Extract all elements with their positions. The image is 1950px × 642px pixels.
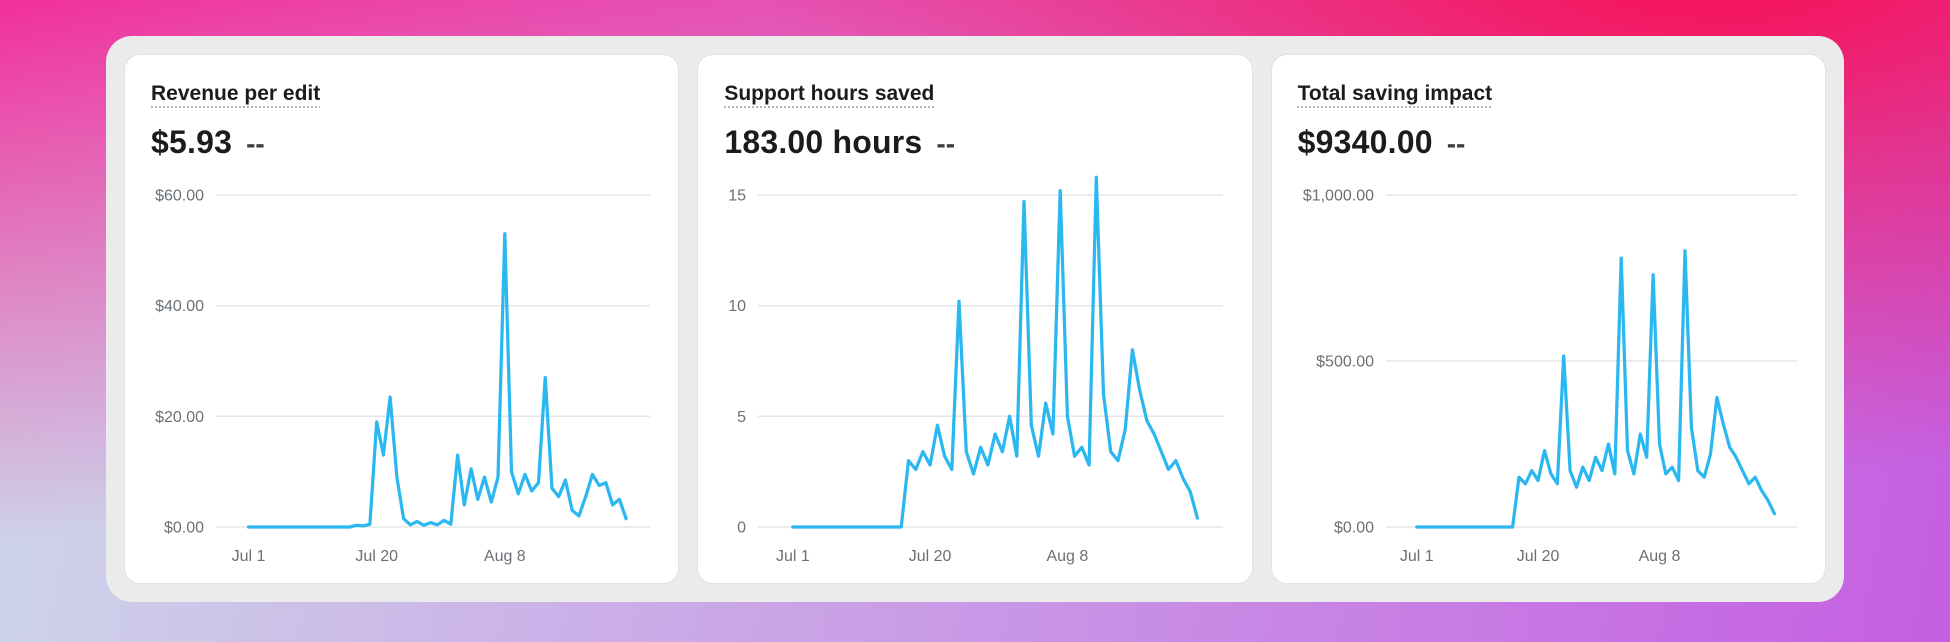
line-chart-support-hours-saved[interactable]: 0 5 10 15 Jul 1 Jul 20 Aug 8 — [724, 175, 1225, 569]
metric-value-row: $9340.00 -- — [1298, 124, 1799, 161]
metric-delta: -- — [246, 128, 265, 160]
metric-value-row: $5.93 -- — [151, 124, 652, 161]
chart-svg: $0.00 $500.00 $1,000.00 Jul 1 Jul 20 Aug 8 — [1302, 188, 1797, 565]
y-tick-label: $500.00 — [1316, 354, 1374, 371]
metric-value: $5.93 — [151, 124, 233, 161]
series-line — [246, 232, 628, 529]
y-tick-label: $0.00 — [1334, 520, 1374, 537]
metric-value: $9340.00 — [1297, 124, 1433, 161]
chart-svg: 0 5 10 15 Jul 1 Jul 20 Aug 8 — [729, 175, 1224, 565]
x-tick-label: Jul 20 — [355, 548, 398, 565]
metric-delta: -- — [1446, 128, 1466, 160]
metric-card-support-hours-saved: Support hours saved 183.00 hours -- 0 5 10… — [697, 54, 1253, 584]
y-tick-label: 5 — [737, 409, 746, 426]
metric-title-tooltip-trigger[interactable]: Support hours saved — [724, 82, 935, 105]
metric-title: Revenue per edit — [151, 81, 652, 106]
x-tick-label: Jul 1 — [776, 548, 810, 565]
x-tick-label: Jul 1 — [1400, 548, 1434, 565]
y-tick-label: $60.00 — [155, 188, 204, 205]
y-tick-label: $20.00 — [155, 409, 204, 426]
metric-card-total-saving-impact: Total saving impact $9340.00 -- $0.00 $50… — [1270, 54, 1826, 584]
series-line — [791, 175, 1200, 529]
x-tick-label: Aug 8 — [1047, 548, 1089, 565]
x-tick-label: Aug 8 — [1638, 548, 1680, 565]
metric-delta: -- — [936, 128, 956, 160]
y-tick-label: 0 — [737, 520, 746, 537]
y-tick-label: $1,000.00 — [1302, 188, 1373, 205]
x-tick-label: Aug 8 — [484, 548, 526, 565]
x-tick-label: Jul 20 — [909, 548, 952, 565]
y-tick-label: 10 — [729, 298, 747, 315]
metric-value: 183.00 hours — [724, 124, 923, 161]
metrics-panel: Revenue per edit $5.93 -- $0.00 $20.00 $40… — [106, 36, 1844, 602]
metric-title-tooltip-trigger[interactable]: Revenue per edit — [151, 82, 321, 105]
line-chart-revenue-per-edit[interactable]: $0.00 $20.00 $40.00 $60.00 Jul 1 Jul 20 Aug 8 — [151, 175, 652, 569]
x-tick-label: Jul 20 — [1516, 548, 1559, 565]
metric-value-row: 183.00 hours -- — [724, 124, 1225, 161]
metric-title: Total saving impact — [1298, 81, 1799, 106]
y-tick-label: $0.00 — [164, 520, 204, 537]
metric-title: Support hours saved — [724, 81, 1225, 106]
metric-title-tooltip-trigger[interactable]: Total saving impact — [1297, 82, 1493, 105]
series-line — [1414, 249, 1776, 529]
x-tick-label: Jul 1 — [232, 548, 266, 565]
y-tick-label: 15 — [729, 188, 747, 205]
y-tick-label: $40.00 — [155, 298, 204, 315]
chart-svg: $0.00 $20.00 $40.00 $60.00 Jul 1 Jul 20 Aug 8 — [155, 188, 650, 565]
line-chart-total-saving-impact[interactable]: $0.00 $500.00 $1,000.00 Jul 1 Jul 20 Aug 8 — [1298, 175, 1799, 569]
metric-card-revenue-per-edit: Revenue per edit $5.93 -- $0.00 $20.00 $40… — [124, 54, 680, 584]
